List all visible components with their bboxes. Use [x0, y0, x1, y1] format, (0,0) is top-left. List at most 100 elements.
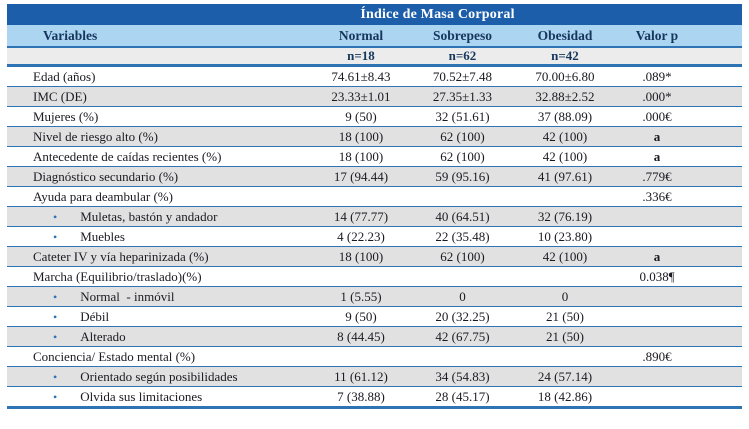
cell-obesidad: 70.00±6.80 — [513, 65, 617, 87]
cell-normal: 4 (22.23) — [310, 226, 412, 247]
n-obesidad: n=42 — [513, 47, 617, 67]
table-row: Edad (años) 74.61±8.43 70.52±7.48 70.00±… — [7, 65, 743, 87]
cell-normal: 18 (100) — [310, 146, 412, 167]
bullet-icon: • — [53, 369, 58, 384]
cell-valor-p — [617, 366, 743, 387]
bullet-icon: • — [53, 229, 58, 244]
row-label: Débil — [80, 308, 110, 324]
cell-obesidad: 42 (100) — [513, 126, 617, 147]
cell-sobrepeso — [412, 266, 513, 287]
cell-sobrepeso: 20 (32.25) — [412, 306, 513, 327]
cell-valor-p: .089* — [617, 65, 743, 87]
table-title-row: Índice de Masa Corporal — [7, 4, 743, 25]
table-row: • Orientado según posibilidades 11 (61.12… — [7, 366, 743, 387]
cell-obesidad: 18 (42.86) — [513, 386, 617, 409]
cell-obesidad: 32 (76.19) — [513, 206, 617, 227]
cell-obesidad: 42 (100) — [513, 146, 617, 167]
cell-obesidad: 37 (88.09) — [513, 106, 617, 127]
table-row: Antecedente de caídas recientes (%) 18 (… — [7, 146, 743, 167]
row-label-cell: Mujeres (%) — [7, 106, 310, 127]
cell-obesidad: 21 (50) — [513, 326, 617, 347]
cell-sobrepeso: 22 (35.48) — [412, 226, 513, 247]
cell-normal — [310, 266, 412, 287]
cell-normal: 11 (61.12) — [310, 366, 412, 387]
cell-normal: 74.61±8.43 — [310, 65, 412, 87]
row-label-cell: • Olvida sus limitaciones — [7, 386, 310, 409]
cell-valor-p: a — [617, 246, 743, 267]
row-label: Antecedente de caídas recientes (%) — [33, 148, 222, 164]
cell-valor-p — [617, 386, 743, 409]
table-row: • Muletas, bastón y andador 14 (77.77) 40… — [7, 206, 743, 227]
bullet-icon: • — [53, 329, 58, 344]
cell-normal: 18 (100) — [310, 246, 412, 267]
column-header-valor-p: Valor p — [617, 25, 743, 48]
row-label-cell: Marcha (Equilibrio/traslado)(%) — [7, 266, 310, 287]
row-label-cell: • Muebles — [7, 226, 310, 247]
row-label: Edad (años) — [33, 68, 96, 84]
column-header-obesidad: Obesidad — [513, 25, 617, 48]
n-normal: n=18 — [310, 47, 412, 67]
cell-sobrepeso: 59 (95.16) — [412, 166, 513, 187]
column-header-variables: Variables — [7, 25, 310, 48]
row-label: Normal - inmóvil — [80, 288, 175, 304]
column-header-row: Variables Normal Sobrepeso Obesidad Valo… — [7, 25, 743, 48]
cell-valor-p — [617, 306, 743, 327]
cell-normal — [310, 186, 412, 207]
cell-valor-p: .336€ — [617, 186, 743, 207]
row-label: Marcha (Equilibrio/traslado)(%) — [33, 268, 202, 284]
row-label-cell: Diagnóstico secundario (%) — [7, 166, 310, 187]
cell-valor-p — [617, 226, 743, 247]
cell-valor-p — [617, 326, 743, 347]
cell-normal: 1 (5.55) — [310, 286, 412, 307]
row-label: Nivel de riesgo alto (%) — [33, 128, 158, 144]
table-row: Diagnóstico secundario (%) 17 (94.44) 59… — [7, 166, 743, 187]
row-label-cell: Nivel de riesgo alto (%) — [7, 126, 310, 147]
table-row: Ayuda para deambular (%) .336€ — [7, 186, 743, 207]
cell-obesidad: 42 (100) — [513, 246, 617, 267]
row-label: Diagnóstico secundario (%) — [33, 168, 179, 184]
row-label-cell: Conciencia/ Estado mental (%) — [7, 346, 310, 367]
cell-valor-p: .779€ — [617, 166, 743, 187]
column-header-sobrepeso: Sobrepeso — [412, 25, 513, 48]
row-label-cell: Ayuda para deambular (%) — [7, 186, 310, 207]
bmi-table-container: Índice de Masa Corporal Variables Normal… — [7, 4, 743, 409]
row-label-cell: IMC (DE) — [7, 86, 310, 107]
n-empty-valor-p — [617, 47, 743, 67]
row-label-cell: • Alterado — [7, 326, 310, 347]
bullet-icon: • — [53, 289, 58, 304]
cell-valor-p — [617, 206, 743, 227]
table-row: • Muebles 4 (22.23) 22 (35.48) 10 (23.80) — [7, 226, 743, 247]
cell-sobrepeso: 40 (64.51) — [412, 206, 513, 227]
row-label: Olvida sus limitaciones — [80, 388, 203, 404]
cell-valor-p: .890€ — [617, 346, 743, 367]
cell-obesidad: 10 (23.80) — [513, 226, 617, 247]
cell-sobrepeso: 62 (100) — [412, 246, 513, 267]
cell-sobrepeso: 62 (100) — [412, 126, 513, 147]
cell-obesidad: 21 (50) — [513, 306, 617, 327]
row-label-cell: • Débil — [7, 306, 310, 327]
sample-size-row: n=18 n=62 n=42 — [7, 47, 743, 67]
cell-valor-p: a — [617, 126, 743, 147]
cell-sobrepeso: 32 (51.61) — [412, 106, 513, 127]
bullet-icon: • — [53, 389, 58, 404]
table-row: Marcha (Equilibrio/traslado)(%) 0.038¶ — [7, 266, 743, 287]
bullet-icon: • — [53, 309, 58, 324]
table-title: Índice de Masa Corporal — [7, 4, 743, 25]
row-label: Muletas, bastón y andador — [80, 208, 218, 224]
cell-normal: 17 (94.44) — [310, 166, 412, 187]
cell-sobrepeso — [412, 346, 513, 367]
cell-valor-p: .000€ — [617, 106, 743, 127]
column-header-normal: Normal — [310, 25, 412, 48]
cell-valor-p — [617, 286, 743, 307]
table-row: Mujeres (%) 9 (50) 32 (51.61) 37 (88.09)… — [7, 106, 743, 127]
table-row: Cateter IV y vía heparinizada (%) 18 (10… — [7, 246, 743, 267]
cell-valor-p: 0.038¶ — [617, 266, 743, 287]
cell-sobrepeso: 28 (45.17) — [412, 386, 513, 409]
row-label-cell: • Normal - inmóvil — [7, 286, 310, 307]
cell-valor-p: a — [617, 146, 743, 167]
cell-normal: 14 (77.77) — [310, 206, 412, 227]
cell-sobrepeso: 0 — [412, 286, 513, 307]
row-label-cell: • Orientado según posibilidades — [7, 366, 310, 387]
cell-normal: 9 (50) — [310, 106, 412, 127]
row-label: Ayuda para deambular (%) — [33, 188, 173, 204]
